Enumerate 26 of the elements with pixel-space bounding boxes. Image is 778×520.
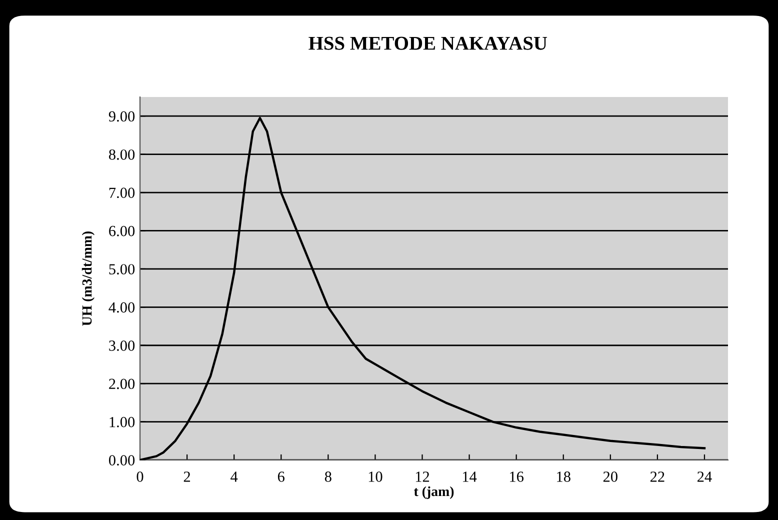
y-tick-label: 1.00 [110,416,135,428]
x-tick-label: 2 [184,472,190,482]
y-tick-label: 2.00 [109,378,135,390]
y-axis-title: UH (m3/dt/mm) [82,231,95,326]
y-tick-label: 3.00 [109,340,135,351]
y-tick-label: 6.00 [109,226,135,236]
y-tick-label: 0.00 [108,455,135,466]
y-tick-label: 4.00 [108,302,135,313]
x-tick-label: 4 [230,472,238,482]
x-tick-label: 18 [557,472,570,482]
x-tick-label: 14 [462,472,477,482]
y-tick-label: 8.00 [108,149,135,160]
x-tick-label: 24 [698,472,712,482]
chart-title: HSS METODE NAKAYASU [308,36,548,50]
x-axis-title: t (jam) [414,486,454,499]
x-tick-label: 20 [603,472,618,482]
x-tick-label: 10 [368,472,382,482]
x-tick-label: 0 [136,472,144,482]
x-tick-label: 22 [650,472,664,482]
x-tick-label: 12 [416,472,430,482]
x-tick-label: 16 [510,472,524,482]
x-tick-label: 6 [278,472,284,482]
y-tick-label: 5.00 [109,264,135,274]
y-tick-label: 7.00 [109,188,135,198]
x-tick-label: 8 [324,472,332,482]
y-tick-label: 9.00 [108,111,135,122]
